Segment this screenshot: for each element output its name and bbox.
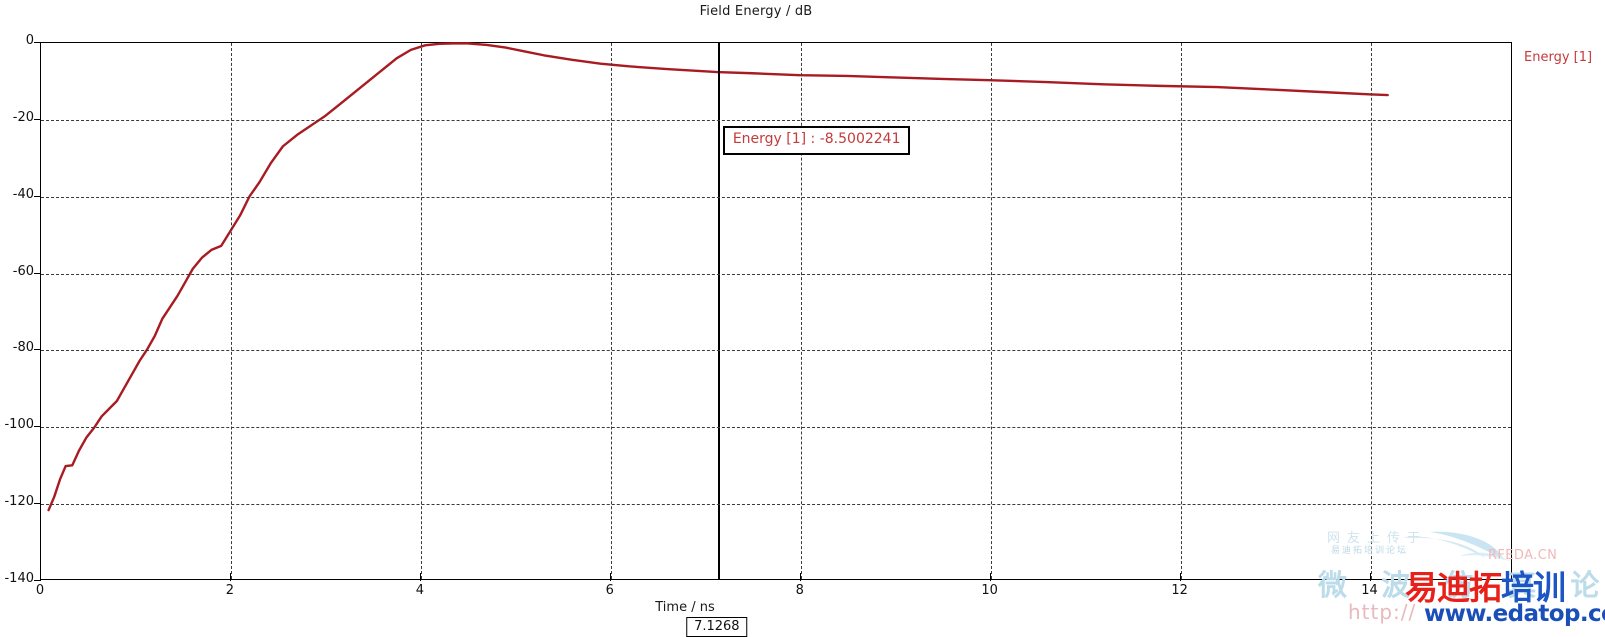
cursor-x-value: 7.1268 — [694, 619, 740, 634]
gridline-horizontal — [41, 350, 1511, 352]
x-axis-tick-label: 6 — [605, 583, 614, 598]
y-axis-tick-mark — [34, 503, 41, 505]
x-axis-tick-label: 12 — [1171, 583, 1188, 598]
x-axis-tick-mark — [40, 573, 41, 581]
y-axis-tick-mark — [34, 349, 41, 351]
y-axis-tick-label: -140 — [4, 571, 34, 586]
gridline-vertical — [990, 43, 992, 579]
gridline-horizontal — [41, 196, 1511, 198]
gridline-vertical — [610, 43, 612, 579]
y-axis-tick-mark — [34, 426, 41, 428]
x-axis-tick-mark — [1369, 573, 1371, 581]
cursor-annotation-box: Energy [1] : -8.5002241 — [722, 126, 911, 155]
gridline-vertical — [800, 43, 802, 579]
x-axis-tick-label: 0 — [35, 583, 45, 598]
y-axis-tick-label: -100 — [4, 417, 34, 433]
x-axis-tick-mark — [1179, 573, 1181, 581]
plot-area[interactable] — [40, 42, 1512, 580]
plot-inner — [41, 43, 1511, 579]
x-axis-label: Time / ns — [655, 600, 715, 615]
y-axis-tick-label: -20 — [12, 109, 34, 125]
legend[interactable]: Energy [1] — [1524, 50, 1592, 65]
x-axis-tick-label: 14 — [1361, 583, 1378, 598]
gridline-horizontal — [41, 273, 1511, 275]
gridline-horizontal — [41, 119, 1511, 121]
cursor-annotation-text: Energy [1] : -8.5002241 — [732, 131, 901, 147]
x-axis-tick-mark — [419, 573, 421, 581]
gridline-horizontal — [41, 504, 1511, 506]
cursor-line[interactable] — [717, 43, 720, 579]
y-axis-tick-label: -120 — [4, 494, 34, 510]
legend-entry-energy-1: Energy [1] — [1524, 50, 1593, 65]
y-axis-tick-mark — [34, 195, 41, 197]
x-axis-tick-label: 4 — [415, 583, 424, 598]
y-axis-tick-label: -60 — [12, 263, 34, 279]
y-axis-tick-label: -40 — [12, 186, 34, 202]
x-axis-tick-mark — [229, 573, 231, 581]
energy-curve — [41, 43, 1511, 579]
watermark-url: www.edatop.com — [1424, 601, 1605, 627]
y-axis-tick-label: -80 — [12, 340, 34, 356]
gridline-vertical — [1370, 43, 1372, 579]
y-axis-tick-mark — [34, 580, 41, 581]
y-axis-tick-mark — [34, 42, 41, 43]
x-axis-tick-mark — [799, 573, 801, 581]
y-axis-tick-mark — [34, 272, 41, 274]
cursor-x-readout[interactable]: 7.1268 — [686, 617, 748, 637]
y-axis-tick-mark — [34, 118, 41, 120]
gridline-horizontal — [41, 427, 1511, 429]
gridline-vertical — [420, 43, 422, 579]
x-axis-tick-label: 10 — [981, 583, 998, 598]
gridline-vertical — [1180, 43, 1182, 579]
y-axis-tick-label: 0 — [25, 33, 34, 48]
x-axis-tick-label: 2 — [225, 583, 235, 598]
x-axis-tick-mark — [609, 573, 611, 581]
x-axis-tick-mark — [989, 573, 991, 581]
gridline-vertical — [230, 43, 232, 579]
x-axis-tick-label: 8 — [795, 583, 804, 598]
watermark-http: http:// — [1348, 600, 1417, 624]
page-title: Field Energy / dB — [699, 4, 813, 19]
